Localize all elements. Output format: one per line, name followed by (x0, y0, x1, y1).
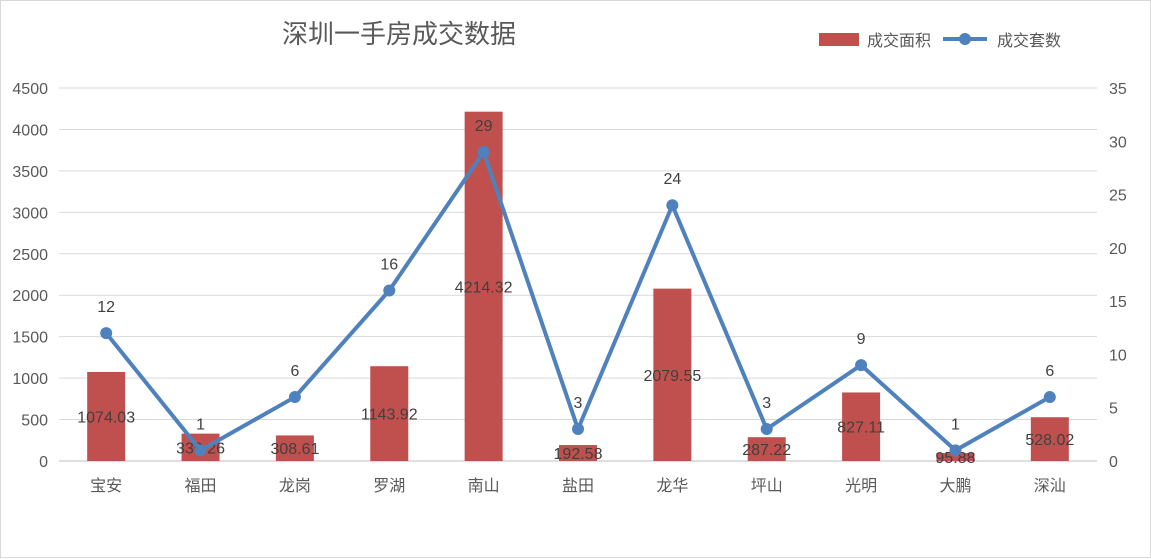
line-data-label: 1 (196, 416, 205, 433)
bar-data-labels: 1074.03330.26308.611143.924214.32192.582… (77, 279, 1074, 467)
category-label: 罗湖 (373, 476, 405, 495)
line-point (100, 327, 113, 340)
legend-label-count: 成交套数 (997, 31, 1061, 50)
right-axis-tick-label: 0 (1109, 454, 1118, 471)
right-axis-tick-label: 10 (1109, 347, 1127, 364)
bar-area (1030, 417, 1069, 461)
line-data-label: 3 (574, 395, 583, 412)
category-label: 宝安 (90, 476, 122, 495)
right-axis-tick-label: 15 (1109, 294, 1127, 311)
category-label: 盐田 (562, 476, 594, 495)
bar-data-label: 287.22 (742, 442, 791, 459)
bar-data-label: 827.11 (837, 420, 885, 437)
line-point (855, 359, 868, 372)
category-label: 大鹏 (939, 476, 971, 495)
left-axis-tick-label: 500 (21, 413, 48, 430)
right-axis-tick-label: 5 (1109, 401, 1118, 418)
left-axis-tick-label: 3000 (12, 205, 48, 222)
line-data-label: 3 (762, 395, 771, 412)
line-data-label: 12 (97, 299, 115, 316)
left-axis-tick-label: 1000 (12, 371, 48, 388)
left-axis-tick-label: 3500 (12, 164, 48, 181)
category-label: 龙华 (656, 476, 688, 495)
bar-area (370, 366, 409, 461)
left-axis-tick-label: 1500 (12, 330, 48, 347)
line-data-label: 24 (663, 171, 681, 188)
line-data-label: 6 (1045, 363, 1054, 380)
line-point (666, 199, 679, 212)
line-point (1043, 391, 1056, 404)
bar-area (87, 371, 126, 461)
category-label: 坪山 (751, 476, 783, 495)
line-point (477, 145, 490, 158)
bar-area (936, 453, 975, 461)
bar-area (842, 392, 881, 461)
legend: 成交面积 成交套数 (819, 31, 1061, 50)
left-axis: 0 500 1000 1500 2000 2500 3000 3500 4000 4500 (12, 81, 48, 471)
left-axis-tick-label: 2500 (12, 247, 48, 264)
bar-area (275, 435, 314, 461)
category-label: 深汕 (1034, 476, 1066, 495)
bar-series-area (87, 111, 1069, 462)
line-data-label: 6 (290, 363, 299, 380)
bar-data-label: 95.88 (935, 450, 975, 467)
line-point (194, 444, 207, 457)
right-axis-tick-label: 25 (1109, 188, 1127, 205)
line-point (949, 444, 962, 457)
chart-title: 深圳一手房成交数据 (282, 20, 516, 50)
bar-data-label: 1074.03 (77, 409, 135, 426)
left-axis-tick-label: 2000 (12, 288, 48, 305)
bar-data-label: 192.58 (554, 446, 603, 463)
bar-area (653, 288, 692, 461)
left-axis-tick-label: 4000 (12, 122, 48, 139)
category-label: 南山 (468, 476, 500, 495)
right-axis-tick-label: 30 (1109, 134, 1127, 151)
line-data-label: 29 (475, 118, 493, 135)
line-point (572, 423, 584, 436)
line-data-label: 9 (857, 331, 866, 348)
line-data-label: 1 (951, 416, 960, 433)
left-axis-tick-label: 4500 (12, 81, 48, 98)
bar-data-label: 2079.55 (643, 368, 701, 385)
line-data-label: 16 (380, 256, 398, 273)
gridlines (59, 87, 1097, 462)
legend-swatch-area (819, 33, 859, 46)
right-axis: 0 5 10 15 20 25 30 35 (1109, 81, 1127, 471)
bar-data-label: 308.61 (270, 441, 319, 458)
bar-data-label: 4214.32 (455, 279, 513, 296)
left-axis-tick-label: 0 (39, 454, 48, 471)
line-point (760, 423, 773, 436)
category-label: 龙岗 (279, 476, 311, 495)
legend-label-area: 成交面积 (867, 31, 931, 50)
bar-area (747, 437, 786, 461)
legend-swatch-marker (959, 33, 971, 45)
category-label: 福田 (185, 476, 217, 495)
category-label: 光明 (845, 476, 877, 495)
line-point (288, 391, 301, 404)
category-axis: 宝安 福田 龙岗 罗湖 南山 盐田 龙华 坪山 光明 大鹏 深汕 (90, 476, 1066, 495)
bar-data-label: 1143.92 (361, 407, 418, 424)
right-axis-tick-label: 35 (1109, 81, 1127, 98)
line-series-count (100, 145, 1056, 457)
line-point (383, 284, 396, 297)
right-axis-tick-label: 20 (1109, 241, 1127, 258)
bar-data-label: 528.02 (1025, 432, 1074, 449)
bar-area (559, 445, 597, 461)
